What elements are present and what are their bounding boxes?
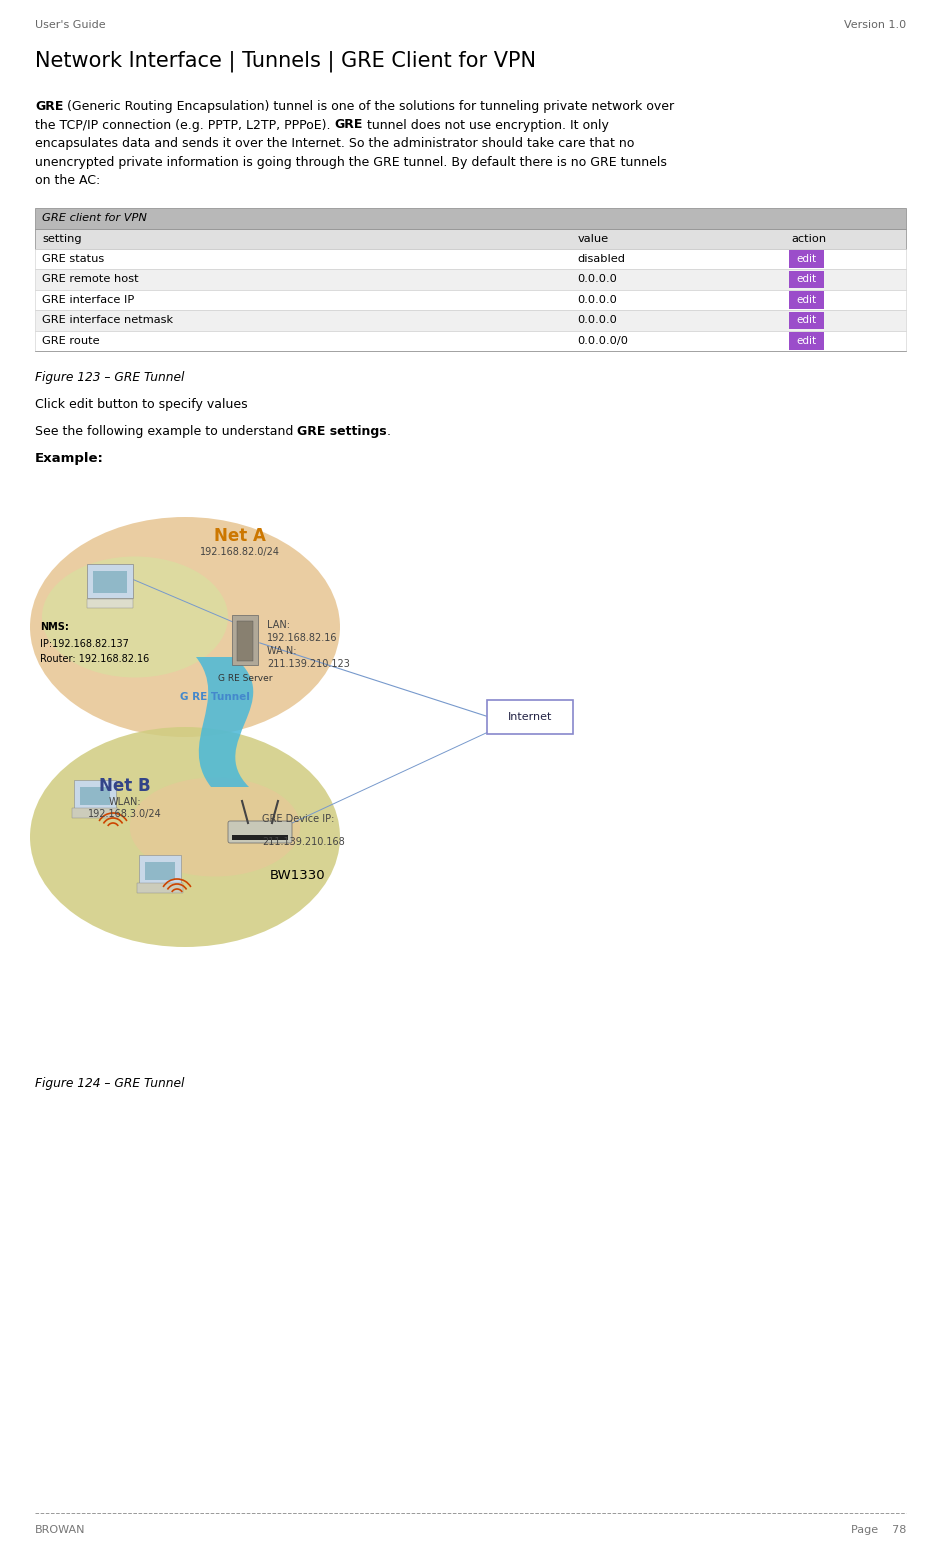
- FancyBboxPatch shape: [35, 290, 906, 310]
- Ellipse shape: [30, 727, 340, 947]
- FancyBboxPatch shape: [232, 835, 288, 839]
- Text: edit: edit: [796, 253, 816, 264]
- Text: Net B: Net B: [99, 778, 151, 795]
- Text: GRE interface netmask: GRE interface netmask: [42, 315, 173, 326]
- FancyBboxPatch shape: [139, 855, 181, 886]
- Text: GRE: GRE: [35, 100, 63, 113]
- FancyBboxPatch shape: [789, 312, 823, 329]
- Text: Example:: Example:: [35, 452, 104, 464]
- Text: Page    78: Page 78: [851, 1524, 906, 1535]
- Text: GRE client for VPN: GRE client for VPN: [42, 213, 147, 224]
- FancyBboxPatch shape: [789, 292, 823, 309]
- Text: 192.168.82.16: 192.168.82.16: [267, 633, 338, 643]
- FancyBboxPatch shape: [35, 207, 906, 228]
- Text: GRE settings: GRE settings: [297, 424, 387, 438]
- Text: 211.139.210.123: 211.139.210.123: [267, 659, 350, 670]
- Text: setting: setting: [42, 233, 82, 244]
- Text: value: value: [578, 233, 609, 244]
- Text: User's Guide: User's Guide: [35, 20, 105, 29]
- Text: Net A: Net A: [214, 528, 266, 545]
- FancyBboxPatch shape: [789, 250, 823, 267]
- Text: edit: edit: [796, 275, 816, 284]
- FancyBboxPatch shape: [228, 821, 292, 842]
- Text: See the following example to understand: See the following example to understand: [35, 424, 297, 438]
- Text: GRE status: GRE status: [42, 253, 104, 264]
- Text: Network Interface | Tunnels | GRE Client for VPN: Network Interface | Tunnels | GRE Client…: [35, 49, 536, 71]
- Text: G RE Tunnel: G RE Tunnel: [180, 691, 250, 702]
- Text: 0.0.0.0: 0.0.0.0: [578, 275, 617, 284]
- Text: NMS:: NMS:: [40, 622, 69, 633]
- Text: tunnel does not use encryption. It only: tunnel does not use encryption. It only: [363, 119, 609, 131]
- FancyBboxPatch shape: [487, 701, 573, 734]
- Ellipse shape: [42, 557, 228, 677]
- FancyBboxPatch shape: [237, 620, 253, 660]
- Text: Click edit button to specify values: Click edit button to specify values: [35, 398, 247, 410]
- FancyBboxPatch shape: [789, 332, 823, 350]
- FancyBboxPatch shape: [35, 330, 906, 350]
- Text: IP:192.168.82.137: IP:192.168.82.137: [40, 639, 129, 650]
- Text: LAN:: LAN:: [267, 620, 290, 630]
- Text: Internet: Internet: [508, 711, 552, 722]
- Text: (Generic Routing Encapsulation) tunnel is one of the solutions for tunneling pri: (Generic Routing Encapsulation) tunnel i…: [63, 100, 675, 113]
- FancyBboxPatch shape: [35, 310, 906, 330]
- Text: G RE Server: G RE Server: [217, 674, 272, 684]
- Text: edit: edit: [796, 336, 816, 346]
- FancyBboxPatch shape: [145, 863, 175, 880]
- Text: BROWAN: BROWAN: [35, 1524, 86, 1535]
- Text: GRE: GRE: [334, 119, 363, 131]
- FancyBboxPatch shape: [87, 565, 133, 599]
- Text: Router: 192.168.82.16: Router: 192.168.82.16: [40, 654, 150, 663]
- FancyBboxPatch shape: [72, 809, 118, 818]
- Text: unencrypted private information is going through the GRE tunnel. By default ther: unencrypted private information is going…: [35, 156, 667, 168]
- Text: 192.168.3.0/24: 192.168.3.0/24: [88, 809, 162, 819]
- Text: BW1330: BW1330: [270, 869, 326, 883]
- Ellipse shape: [30, 517, 340, 738]
- Text: WA N:: WA N:: [267, 647, 296, 656]
- Text: GRE Device IP:: GRE Device IP:: [262, 815, 334, 824]
- Text: edit: edit: [796, 315, 816, 326]
- Text: disabled: disabled: [578, 253, 626, 264]
- FancyBboxPatch shape: [232, 616, 258, 665]
- FancyBboxPatch shape: [137, 883, 183, 893]
- Ellipse shape: [130, 778, 300, 876]
- Text: 0.0.0.0: 0.0.0.0: [578, 295, 617, 306]
- Text: GRE remote host: GRE remote host: [42, 275, 138, 284]
- FancyBboxPatch shape: [93, 571, 127, 593]
- Text: Figure 123 – GRE Tunnel: Figure 123 – GRE Tunnel: [35, 370, 184, 384]
- FancyBboxPatch shape: [87, 599, 133, 608]
- Text: 192.168.82.0/24: 192.168.82.0/24: [200, 548, 280, 557]
- FancyBboxPatch shape: [35, 248, 906, 268]
- FancyBboxPatch shape: [35, 268, 906, 290]
- Text: on the AC:: on the AC:: [35, 174, 101, 187]
- FancyBboxPatch shape: [74, 781, 116, 810]
- FancyBboxPatch shape: [35, 228, 906, 248]
- PathPatch shape: [196, 657, 253, 787]
- Text: 211.139.210.168: 211.139.210.168: [262, 836, 344, 847]
- Text: WLAN:: WLAN:: [109, 798, 141, 807]
- Text: edit: edit: [796, 295, 816, 306]
- Text: action: action: [791, 233, 826, 244]
- Text: 0.0.0.0: 0.0.0.0: [578, 315, 617, 326]
- Text: .: .: [387, 424, 391, 438]
- Text: encapsulates data and sends it over the Internet. So the administrator should ta: encapsulates data and sends it over the …: [35, 137, 634, 150]
- Text: Version 1.0: Version 1.0: [844, 20, 906, 29]
- Text: 0.0.0.0/0: 0.0.0.0/0: [578, 336, 629, 346]
- Text: GRE interface IP: GRE interface IP: [42, 295, 135, 306]
- Text: the TCP/IP connection (e.g. PPTP, L2TP, PPPoE).: the TCP/IP connection (e.g. PPTP, L2TP, …: [35, 119, 334, 131]
- Text: Figure 124 – GRE Tunnel: Figure 124 – GRE Tunnel: [35, 1077, 184, 1089]
- FancyBboxPatch shape: [789, 270, 823, 289]
- FancyBboxPatch shape: [80, 787, 110, 805]
- Text: GRE route: GRE route: [42, 336, 100, 346]
